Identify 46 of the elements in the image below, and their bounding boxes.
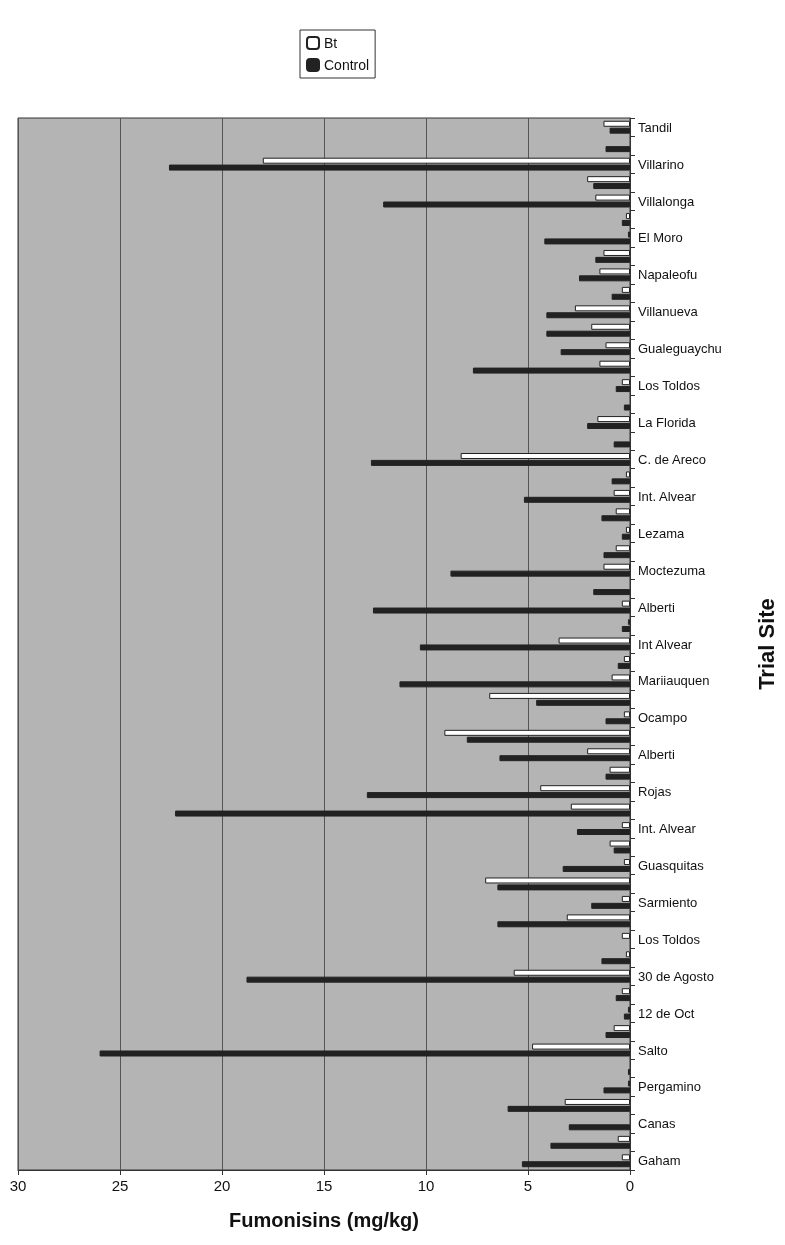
y-tick-label: Guasquitas xyxy=(638,857,705,873)
x-tick-label: 10 xyxy=(417,1177,435,1194)
y-tick-label: Villanueva xyxy=(638,304,699,320)
x-tick-label: 15 xyxy=(315,1177,333,1194)
y-tick-label: Int. Alvear xyxy=(638,488,697,504)
y-tick-label: C. de Areco xyxy=(638,451,706,467)
bar xyxy=(605,146,630,153)
y-tick-label: Los Toldos xyxy=(638,931,701,947)
y-tick-label: El Moro xyxy=(638,230,683,246)
y-axis-title: Trial Site xyxy=(753,598,779,690)
y-tick-label: Lezama xyxy=(638,525,686,541)
y-tick-label: Salto xyxy=(638,1042,668,1058)
legend-label: Bt xyxy=(324,35,338,51)
y-tick-label: Sarmiento xyxy=(638,894,698,910)
y-tick-label: Gualeguaychu xyxy=(638,341,722,357)
y-tick-label: Alberti xyxy=(638,599,675,615)
y-tick-label: Gaham xyxy=(638,1153,681,1169)
y-tick-label: La Florida xyxy=(638,415,697,431)
y-tick-label: Pergamino xyxy=(638,1079,701,1095)
bar xyxy=(621,932,630,939)
bar xyxy=(568,1124,630,1131)
y-tick-label: Villalonga xyxy=(638,193,695,209)
y-tick-label: Int. Alvear xyxy=(638,821,697,837)
y-tick-label: Ocampo xyxy=(638,710,688,726)
x-tick-label: 5 xyxy=(523,1177,533,1194)
bar xyxy=(613,441,630,448)
y-tick-label: 30 de Agosto xyxy=(638,968,714,984)
y-tick-label: Canas xyxy=(638,1116,677,1132)
y-tick-label: Napaleofu xyxy=(638,267,698,283)
y-tick-label: Rojas xyxy=(638,784,672,800)
y-tick-label: Alberti xyxy=(638,747,675,763)
x-tick-label: 20 xyxy=(213,1177,231,1194)
bar xyxy=(593,589,630,596)
y-tick-label: Moctezuma xyxy=(638,562,706,578)
y-tick-label: Los Toldos xyxy=(638,378,701,394)
legend-label: Control xyxy=(324,57,370,73)
bar xyxy=(623,404,630,411)
x-tick-label: 0 xyxy=(625,1177,635,1194)
y-tick-label: Villarino xyxy=(638,156,685,172)
y-tick-label: Mariiauquen xyxy=(638,673,710,689)
x-axis-title: Fumonisins (mg/kg) xyxy=(229,1209,419,1231)
x-tick-label: 25 xyxy=(111,1177,129,1194)
y-tick-label: 12 de Oct xyxy=(638,1005,695,1021)
y-tick-label: Tandil xyxy=(638,119,673,135)
x-tick-label: 30 xyxy=(9,1177,27,1194)
y-tick-label: Int Alvear xyxy=(638,636,693,652)
